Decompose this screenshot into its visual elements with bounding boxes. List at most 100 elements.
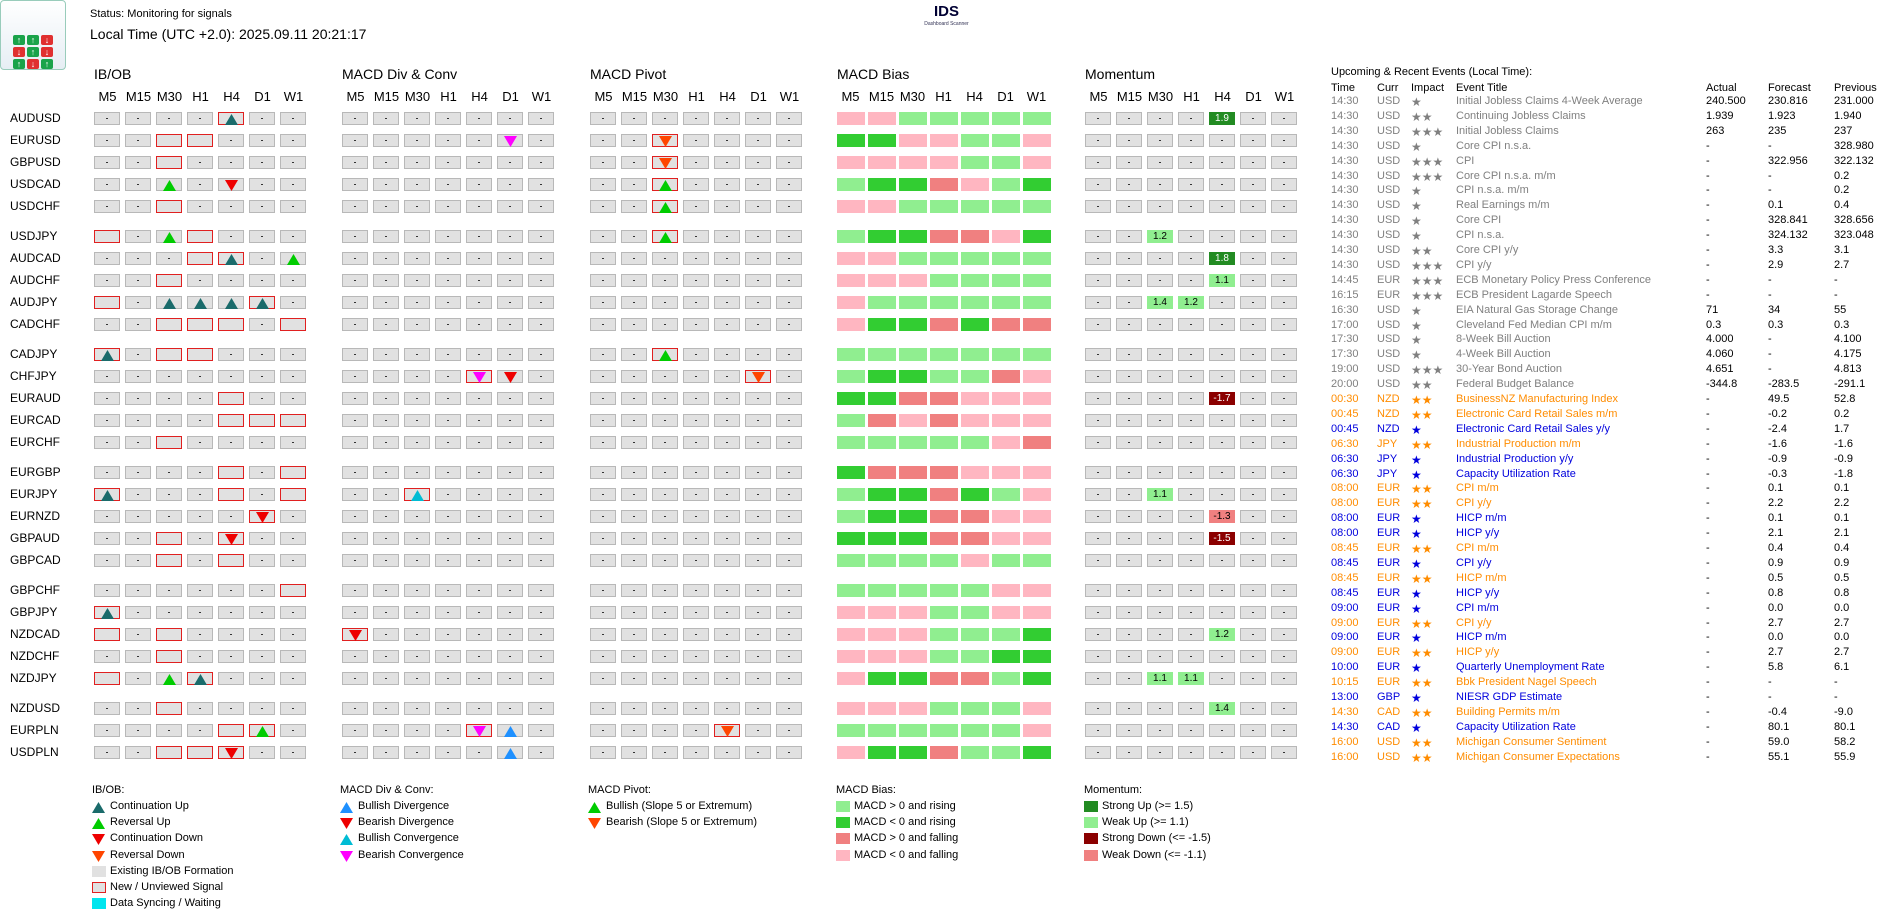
signal-cell[interactable]: [187, 370, 213, 383]
signal-cell[interactable]: [714, 318, 740, 331]
event-title[interactable]: Core CPI y/y: [1456, 244, 1519, 256]
event-title[interactable]: CPI y/y: [1456, 258, 1492, 271]
signal-cell[interactable]: [466, 274, 492, 287]
signal-cell[interactable]: [404, 348, 430, 361]
event-title[interactable]: NIESR GDP Estimate: [1456, 691, 1563, 703]
signal-cell[interactable]: [218, 466, 244, 479]
signal-cell[interactable]: [683, 348, 709, 361]
momentum-cell[interactable]: [1085, 488, 1111, 501]
momentum-cell[interactable]: 1.2: [1209, 628, 1235, 641]
signal-cell[interactable]: [404, 370, 430, 383]
signal-cell[interactable]: [94, 724, 120, 737]
signal-cell[interactable]: [94, 274, 120, 287]
signal-cell[interactable]: [280, 724, 306, 737]
signal-cell[interactable]: [218, 584, 244, 597]
signal-cell[interactable]: [621, 672, 647, 685]
signal-cell[interactable]: [187, 392, 213, 405]
signal-cell[interactable]: [404, 466, 430, 479]
signal-cell[interactable]: [156, 702, 182, 715]
momentum-cell[interactable]: [1178, 156, 1204, 169]
momentum-cell[interactable]: [1209, 466, 1235, 479]
momentum-cell[interactable]: [1178, 746, 1204, 759]
signal-cell[interactable]: [94, 348, 120, 361]
event-title[interactable]: CPI m/m: [1456, 542, 1499, 554]
signal-cell[interactable]: [776, 274, 802, 287]
signal-cell[interactable]: [187, 296, 213, 309]
signal-cell[interactable]: [776, 318, 802, 331]
momentum-cell[interactable]: [1271, 392, 1297, 405]
signal-cell[interactable]: [528, 436, 554, 449]
event-title[interactable]: CPI n.s.a. m/m: [1456, 184, 1529, 197]
signal-cell[interactable]: [466, 392, 492, 405]
signal-cell[interactable]: [125, 554, 151, 567]
signal-cell[interactable]: [125, 178, 151, 191]
momentum-cell[interactable]: 1.2: [1178, 296, 1204, 309]
signal-cell[interactable]: [683, 274, 709, 287]
signal-cell[interactable]: [373, 414, 399, 427]
signal-cell[interactable]: [249, 370, 275, 383]
signal-cell[interactable]: [404, 532, 430, 545]
signal-cell[interactable]: [714, 606, 740, 619]
signal-cell[interactable]: [590, 392, 616, 405]
event-title[interactable]: Core CPI: [1456, 214, 1502, 227]
signal-cell[interactable]: [280, 650, 306, 663]
signal-cell[interactable]: [745, 200, 771, 213]
momentum-cell[interactable]: [1240, 672, 1266, 685]
momentum-cell[interactable]: [1085, 252, 1111, 265]
signal-cell[interactable]: [373, 296, 399, 309]
signal-cell[interactable]: [435, 296, 461, 309]
momentum-cell[interactable]: [1271, 134, 1297, 147]
momentum-cell[interactable]: [1147, 606, 1173, 619]
signal-cell[interactable]: [187, 488, 213, 501]
signal-cell[interactable]: [94, 230, 120, 243]
momentum-cell[interactable]: [1085, 554, 1111, 567]
momentum-cell[interactable]: [1116, 318, 1142, 331]
signal-cell[interactable]: [156, 178, 182, 191]
signal-cell[interactable]: [280, 672, 306, 685]
signal-cell[interactable]: [373, 134, 399, 147]
event-title[interactable]: CPI y/y: [1456, 616, 1492, 629]
signal-cell[interactable]: [714, 274, 740, 287]
momentum-cell[interactable]: [1116, 392, 1142, 405]
signal-cell[interactable]: [590, 200, 616, 213]
momentum-cell[interactable]: [1209, 554, 1235, 567]
momentum-cell[interactable]: [1085, 746, 1111, 759]
signal-cell[interactable]: [342, 252, 368, 265]
signal-cell[interactable]: [590, 650, 616, 663]
signal-cell[interactable]: [156, 510, 182, 523]
signal-cell[interactable]: [776, 466, 802, 479]
signal-cell[interactable]: [683, 510, 709, 523]
signal-cell[interactable]: [218, 628, 244, 641]
momentum-cell[interactable]: [1147, 318, 1173, 331]
signal-cell[interactable]: [218, 436, 244, 449]
event-title[interactable]: Industrial Production m/m: [1456, 437, 1581, 450]
momentum-cell[interactable]: [1271, 532, 1297, 545]
signal-cell[interactable]: [156, 414, 182, 427]
momentum-cell[interactable]: [1147, 724, 1173, 737]
signal-cell[interactable]: [621, 436, 647, 449]
signal-cell[interactable]: [466, 156, 492, 169]
signal-cell[interactable]: [342, 200, 368, 213]
signal-cell[interactable]: [94, 584, 120, 597]
signal-cell[interactable]: [218, 554, 244, 567]
momentum-cell[interactable]: [1240, 606, 1266, 619]
signal-cell[interactable]: [342, 628, 368, 641]
momentum-cell[interactable]: [1271, 554, 1297, 567]
signal-cell[interactable]: [435, 650, 461, 663]
signal-cell[interactable]: [621, 392, 647, 405]
momentum-cell[interactable]: [1178, 274, 1204, 287]
signal-cell[interactable]: [156, 200, 182, 213]
momentum-cell[interactable]: [1271, 200, 1297, 213]
event-title[interactable]: Cleveland Fed Median CPI m/m: [1456, 318, 1612, 331]
signal-cell[interactable]: [249, 134, 275, 147]
signal-cell[interactable]: [342, 392, 368, 405]
signal-cell[interactable]: [714, 702, 740, 715]
signal-cell[interactable]: [373, 510, 399, 523]
signal-cell[interactable]: [125, 532, 151, 545]
event-title[interactable]: Initial Jobless Claims: [1456, 124, 1559, 137]
signal-cell[interactable]: [249, 606, 275, 619]
signal-cell[interactable]: [590, 510, 616, 523]
signal-cell[interactable]: [652, 318, 678, 331]
signal-cell[interactable]: [652, 156, 678, 169]
signal-cell[interactable]: [342, 554, 368, 567]
